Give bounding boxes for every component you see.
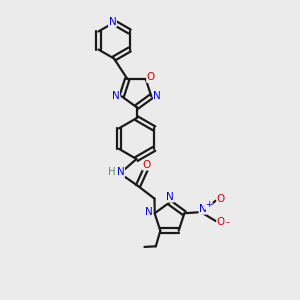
Text: N: N [166, 192, 174, 202]
Text: N: N [109, 17, 116, 27]
Text: N: N [154, 91, 161, 101]
Text: -: - [225, 217, 229, 227]
Text: +: + [205, 200, 212, 209]
Text: N: N [117, 167, 124, 177]
Text: N: N [199, 204, 207, 214]
Text: H: H [108, 167, 115, 177]
Text: O: O [147, 72, 155, 82]
Text: N: N [112, 91, 119, 101]
Text: O: O [217, 194, 225, 204]
Text: O: O [142, 160, 151, 170]
Text: N: N [145, 207, 153, 217]
Text: O: O [217, 217, 225, 227]
